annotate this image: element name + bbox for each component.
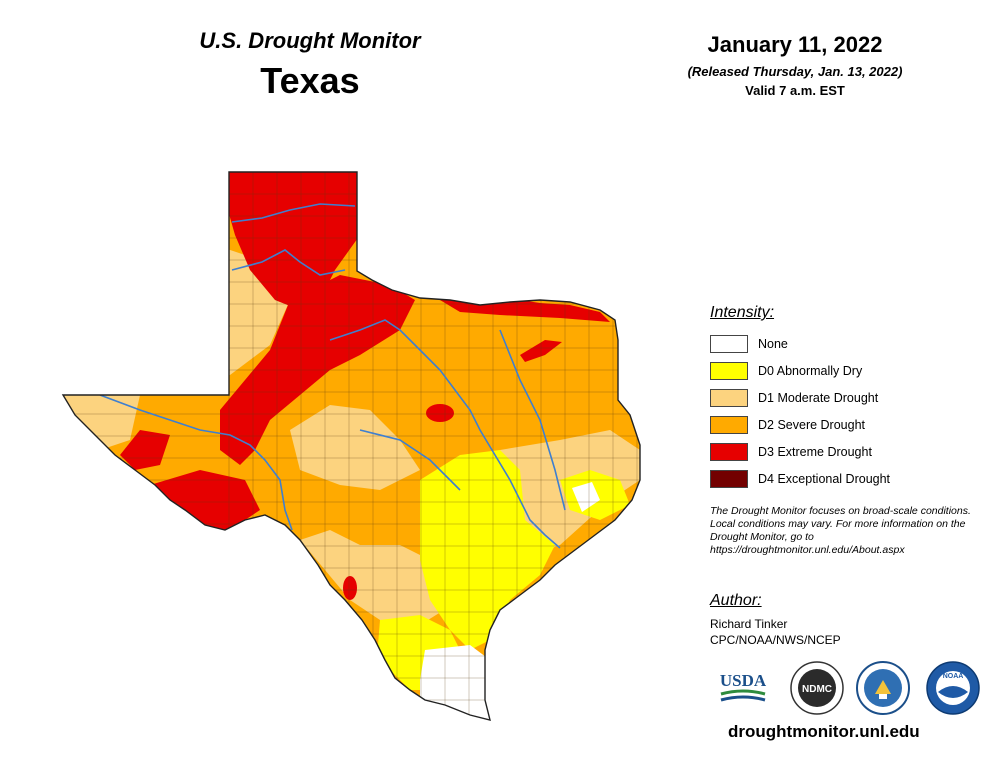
- river-pecos: [99, 394, 293, 531]
- river-canadian: [231, 203, 356, 223]
- zone-d1-south: [300, 530, 460, 625]
- author-block: Author: Richard Tinker CPC/NOAA/NWS/NCEP: [710, 592, 970, 648]
- zone-none-east: [572, 482, 600, 512]
- usda-logo: USDA: [720, 671, 767, 702]
- usda-logo-text: USDA: [720, 671, 767, 690]
- legend-item-d3: D3 Extreme Drought: [710, 438, 970, 465]
- zone-d0-central: [420, 450, 555, 650]
- legend-item-d2: D2 Severe Drought: [710, 411, 970, 438]
- legend-swatch-d1: [710, 388, 748, 407]
- author-name: Richard Tinker: [710, 617, 788, 631]
- river-brazos: [329, 319, 561, 549]
- zone-none-south: [420, 645, 490, 720]
- legend-label: D0 Abnormally Dry: [758, 363, 863, 378]
- commerce-seal-icon: [856, 661, 910, 715]
- zone-d3-spot-central: [426, 404, 454, 422]
- noaa-logo-text: NOAA: [943, 673, 964, 680]
- intensity-legend: Intensity: None D0 Abnormally Dry D1 Mod…: [710, 304, 970, 492]
- release-date: (Released Thursday, Jan. 13, 2022): [687, 64, 903, 79]
- river-trinity: [499, 329, 566, 511]
- zone-d3-spot-south: [343, 576, 357, 600]
- partner-logos: USDA NDMC NOAA: [715, 660, 980, 716]
- legend-swatch-d4: [710, 469, 748, 488]
- valid-time: Valid 7 a.m. EST: [745, 83, 845, 98]
- monitor-title: U.S. Drought Monitor: [199, 28, 421, 53]
- rivers: [99, 203, 566, 549]
- ndmc-logo-text: NDMC: [802, 684, 832, 695]
- river-colorado: [359, 429, 461, 491]
- author-title: Author:: [710, 592, 762, 609]
- legend-item-d4: D4 Exceptional Drought: [710, 465, 970, 492]
- legend-swatch-none: [710, 334, 748, 353]
- texas-state-outline: [61, 171, 641, 721]
- legend-label: D4 Exceptional Drought: [758, 471, 891, 486]
- legend-swatch-d0: [710, 361, 748, 380]
- date-block: January 11, 2022 (Released Thursday, Jan…: [640, 32, 950, 98]
- disclaimer-note: The Drought Monitor focuses on broad-sca…: [710, 505, 971, 556]
- legend-item-d0: D0 Abnormally Dry: [710, 357, 970, 384]
- legend-swatch-d3: [710, 442, 748, 461]
- legend-label: None: [758, 336, 788, 351]
- state-title: Texas: [260, 60, 360, 101]
- legend-item-d1: D1 Moderate Drought: [710, 384, 970, 411]
- river-red-fork: [231, 249, 346, 276]
- zone-d3-west: [120, 430, 170, 470]
- website-url[interactable]: droughtmonitor.unl.edu: [728, 722, 920, 741]
- legend-label: D3 Extreme Drought: [758, 444, 872, 459]
- legend-label: D1 Moderate Drought: [758, 390, 879, 405]
- title-block: U.S. Drought Monitor Texas: [150, 28, 470, 102]
- author-org: CPC/NOAA/NWS/NCEP: [710, 633, 841, 647]
- zone-d1-central: [290, 405, 420, 490]
- legend-item-none: None: [710, 330, 970, 357]
- legend-title: Intensity:: [710, 304, 775, 321]
- map-date: January 11, 2022: [707, 32, 883, 57]
- drought-zones: [63, 172, 640, 720]
- ndmc-logo: NDMC: [790, 661, 844, 715]
- legend-swatch-d2: [710, 415, 748, 434]
- noaa-logo: NOAA: [926, 661, 980, 715]
- legend-label: D2 Severe Drought: [758, 417, 866, 432]
